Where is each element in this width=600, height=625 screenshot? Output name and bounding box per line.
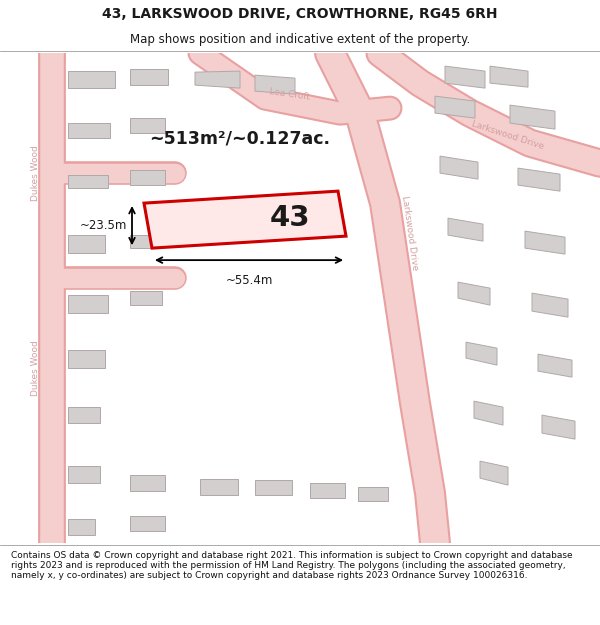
Polygon shape bbox=[440, 156, 478, 179]
Text: ~55.4m: ~55.4m bbox=[226, 274, 272, 287]
Polygon shape bbox=[68, 295, 108, 313]
Polygon shape bbox=[466, 342, 497, 365]
Polygon shape bbox=[538, 354, 572, 377]
Text: Dukes Wood: Dukes Wood bbox=[31, 340, 40, 396]
Text: ~23.5m: ~23.5m bbox=[80, 219, 127, 232]
Text: Dukes Wood: Dukes Wood bbox=[31, 145, 40, 201]
Polygon shape bbox=[525, 231, 565, 254]
Polygon shape bbox=[510, 105, 555, 129]
Polygon shape bbox=[68, 71, 115, 88]
Polygon shape bbox=[448, 218, 483, 241]
Polygon shape bbox=[130, 516, 165, 531]
Text: 43, LARKSWOOD DRIVE, CROWTHORNE, RG45 6RH: 43, LARKSWOOD DRIVE, CROWTHORNE, RG45 6R… bbox=[102, 8, 498, 21]
Polygon shape bbox=[130, 475, 165, 491]
Polygon shape bbox=[68, 175, 108, 188]
Text: Contains OS data © Crown copyright and database right 2021. This information is : Contains OS data © Crown copyright and d… bbox=[11, 551, 572, 581]
Text: Lea Croft: Lea Croft bbox=[269, 87, 311, 101]
Polygon shape bbox=[200, 479, 238, 495]
Polygon shape bbox=[68, 407, 100, 423]
Polygon shape bbox=[358, 487, 388, 501]
Polygon shape bbox=[490, 66, 528, 87]
Text: 43: 43 bbox=[269, 204, 310, 232]
Text: Map shows position and indicative extent of the property.: Map shows position and indicative extent… bbox=[130, 34, 470, 46]
Polygon shape bbox=[518, 168, 560, 191]
Polygon shape bbox=[458, 282, 490, 305]
Polygon shape bbox=[130, 291, 162, 305]
Polygon shape bbox=[480, 461, 508, 485]
Polygon shape bbox=[68, 350, 105, 368]
Text: Larkswood Drive: Larkswood Drive bbox=[471, 119, 545, 151]
Polygon shape bbox=[435, 96, 475, 118]
Polygon shape bbox=[68, 466, 100, 483]
Polygon shape bbox=[532, 293, 568, 317]
Polygon shape bbox=[130, 118, 165, 133]
Polygon shape bbox=[130, 235, 162, 248]
Polygon shape bbox=[255, 75, 295, 94]
Polygon shape bbox=[130, 69, 168, 85]
Polygon shape bbox=[144, 191, 346, 248]
Polygon shape bbox=[474, 401, 503, 425]
Polygon shape bbox=[68, 519, 95, 535]
Polygon shape bbox=[68, 235, 105, 253]
Polygon shape bbox=[130, 170, 165, 185]
Polygon shape bbox=[195, 71, 240, 88]
Polygon shape bbox=[445, 66, 485, 88]
Polygon shape bbox=[310, 483, 345, 498]
Text: ~513m²/~0.127ac.: ~513m²/~0.127ac. bbox=[149, 129, 331, 147]
Polygon shape bbox=[255, 480, 292, 495]
Polygon shape bbox=[542, 415, 575, 439]
Polygon shape bbox=[68, 123, 110, 138]
Text: Larkswood Drive: Larkswood Drive bbox=[400, 195, 420, 271]
